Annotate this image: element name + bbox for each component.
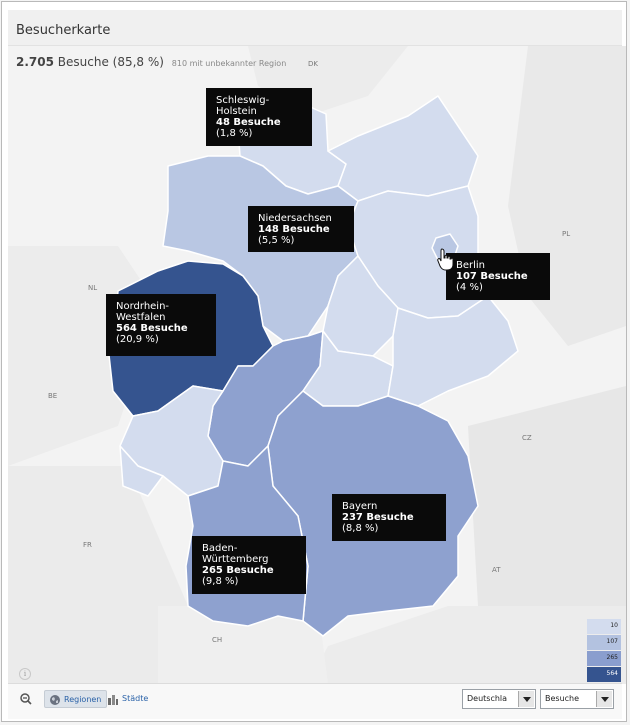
tooltip-region-name: Schleswig-	[216, 95, 270, 106]
tooltip-berlin: Berlin 107 Besuche (4 %)	[446, 253, 550, 300]
map-legend: 10 107 265 564	[587, 619, 621, 683]
tooltip-baden-wuerttemberg: Baden- Württemberg 265 Besuche (9,8 %)	[192, 536, 306, 594]
visits-label: Besuche (85,8 %)	[57, 55, 164, 69]
zoom-out-icon[interactable]	[20, 693, 32, 705]
widget-title: Besucherkarte	[16, 23, 111, 38]
metric-select[interactable]: Besuche	[540, 689, 614, 709]
tooltip-niedersachsen: Niedersachsen 148 Besuche (5,5 %)	[248, 206, 354, 252]
tab-regions-label: Regionen	[64, 695, 102, 704]
city-buildings-icon	[108, 694, 118, 705]
tooltip-share: (9,8 %)	[202, 576, 239, 587]
tooltip-visits: 107 Besuche	[456, 271, 528, 282]
tooltip-visits: 265 Besuche	[202, 565, 274, 576]
country-select[interactable]: Deutschla	[462, 689, 536, 709]
country-label-fr: FR	[83, 541, 92, 549]
tooltip-region-name: Niedersachsen	[258, 213, 332, 224]
legend-value: 10	[610, 622, 618, 629]
legend-row: 10	[587, 619, 621, 635]
tooltip-region-name: Baden-	[202, 543, 238, 554]
tooltip-nordrhein-westfalen: Nordrhein- Westfalen 564 Besuche (20,9 %…	[106, 294, 216, 356]
tooltip-region-name-2: Württemberg	[202, 554, 269, 565]
total-visits: 2.705	[16, 55, 54, 69]
neighbor-shape-ch	[158, 606, 328, 684]
hand-cursor-icon	[437, 248, 454, 271]
legend-row: 564	[587, 667, 621, 683]
info-icon[interactable]: i	[19, 668, 31, 680]
country-label-cz: CZ	[522, 434, 532, 442]
country-label-nl: NL	[88, 284, 98, 292]
legend-value: 564	[606, 670, 618, 677]
tooltip-region-name: Nordrhein-	[116, 301, 170, 312]
legend-value: 107	[606, 638, 618, 645]
tab-cities-label: Städte	[122, 694, 149, 703]
country-label-at: AT	[492, 566, 501, 574]
tooltip-region-name-2: Westfalen	[116, 312, 166, 323]
tooltip-region-name: Bayern	[342, 501, 378, 512]
map-toolbar: Regionen Städte Deutschla Besuche	[8, 683, 622, 719]
tooltip-visits: 237 Besuche	[342, 512, 414, 523]
legend-value: 265	[606, 654, 618, 661]
neighbor-shape-fr	[8, 466, 188, 684]
legend-swatch	[587, 619, 621, 634]
neighbor-shape-cz	[468, 386, 626, 606]
tooltip-share: (20,9 %)	[116, 334, 159, 345]
tooltip-share: (5,5 %)	[258, 235, 295, 246]
tooltip-share: (1,8 %)	[216, 128, 253, 139]
neighbor-shape-at	[308, 606, 626, 684]
globe-icon	[50, 694, 60, 705]
chevron-down-icon[interactable]	[596, 691, 612, 707]
legend-swatch	[587, 667, 621, 682]
region-saarland[interactable]	[119, 445, 164, 497]
tooltip-visits: 48 Besuche	[216, 117, 281, 128]
germany-map[interactable]	[8, 46, 626, 684]
visits-summary: 2.705 Besuche (85,8 %) 810 mit unbekannt…	[16, 55, 286, 69]
country-select-value: Deutschla	[467, 694, 508, 703]
country-label-be: BE	[48, 392, 58, 400]
tooltip-bayern: Bayern 237 Besuche (8,8 %)	[332, 494, 446, 541]
tooltip-region-name-2: Holstein	[216, 106, 257, 117]
widget-header: Besucherkarte	[8, 10, 622, 46]
tooltip-visits: 148 Besuche	[258, 224, 330, 235]
tab-regions[interactable]: Regionen	[44, 690, 108, 708]
tooltip-schleswig-holstein: Schleswig- Holstein 48 Besuche (1,8 %)	[206, 88, 312, 146]
legend-swatch	[587, 635, 621, 650]
tooltip-visits: 564 Besuche	[116, 323, 188, 334]
tab-cities[interactable]: Städte	[107, 690, 148, 708]
map-area[interactable]: DK PL NL BE CZ FR AT CH Schleswig- Holst…	[8, 46, 626, 684]
tooltip-region-name: Berlin	[456, 260, 486, 271]
tooltip-share: (8,8 %)	[342, 523, 379, 534]
country-label-ch: CH	[212, 636, 223, 644]
chevron-down-icon[interactable]	[518, 691, 534, 707]
legend-swatch	[587, 651, 621, 666]
metric-select-value: Besuche	[545, 694, 580, 703]
unknown-region-note: 810 mit unbekannter Region	[171, 59, 287, 68]
country-label-dk: DK	[308, 60, 318, 68]
region-sachsen-anhalt[interactable]	[322, 255, 399, 357]
legend-row: 107	[587, 635, 621, 651]
legend-row: 265	[587, 651, 621, 667]
country-label-pl: PL	[562, 230, 571, 238]
tooltip-share: (4 %)	[456, 282, 483, 293]
